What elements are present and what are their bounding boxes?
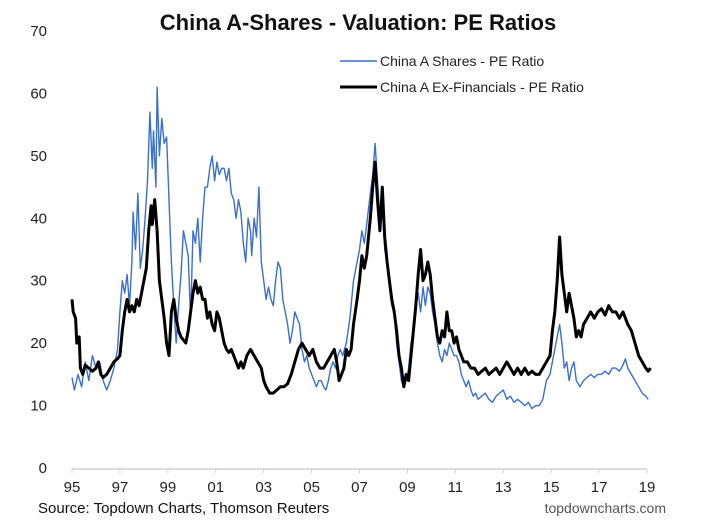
y-tick-label: 0 — [39, 460, 47, 477]
x-tick-label: 03 — [255, 479, 272, 496]
y-tick-label: 30 — [30, 273, 47, 290]
x-tick-label: 17 — [591, 479, 608, 496]
legend: China A Shares - PE Ratio China A Ex-Fin… — [340, 53, 584, 95]
y-tick-label: 70 — [30, 23, 47, 40]
chart-title: China A-Shares - Valuation: PE Ratios — [160, 10, 556, 35]
legend-item-ex-financials: China A Ex-Financials - PE Ratio — [340, 79, 584, 95]
x-tick-label: 15 — [543, 479, 560, 496]
x-tick-label: 13 — [495, 479, 512, 496]
y-tick-label: 60 — [30, 85, 47, 102]
series-line-a-shares — [71, 86, 649, 410]
x-tick-label: 99 — [159, 479, 176, 496]
series-line-ex-financials — [70, 160, 652, 395]
legend-label-ex-financials: China A Ex-Financials - PE Ratio — [380, 79, 584, 95]
y-tick-label: 40 — [30, 210, 47, 227]
x-tick-label: 95 — [64, 479, 81, 496]
x-tick-label: 11 — [448, 479, 464, 496]
x-tick-label: 05 — [303, 479, 320, 496]
x-axis: 95 97 99 01 03 05 07 09 11 13 15 17 19 — [64, 468, 656, 496]
y-tick-label: 50 — [30, 148, 47, 165]
x-tick-label: 19 — [639, 479, 656, 496]
x-tick-label: 97 — [112, 479, 129, 496]
x-tick-label: 01 — [207, 479, 224, 496]
legend-label-a-shares: China A Shares - PE Ratio — [380, 53, 544, 69]
y-axis: 0 10 20 30 40 50 60 70 — [30, 23, 47, 477]
x-tick-label: 09 — [399, 479, 416, 496]
legend-item-a-shares: China A Shares - PE Ratio — [340, 53, 544, 69]
y-tick-label: 20 — [30, 335, 47, 352]
source-note: Source: Topdown Charts, Thomson Reuters — [38, 500, 329, 517]
series-layer — [70, 86, 652, 410]
y-tick-label: 10 — [30, 398, 47, 415]
x-tick-label: 07 — [351, 479, 368, 496]
brand-watermark: topdowncharts.com — [545, 500, 666, 516]
